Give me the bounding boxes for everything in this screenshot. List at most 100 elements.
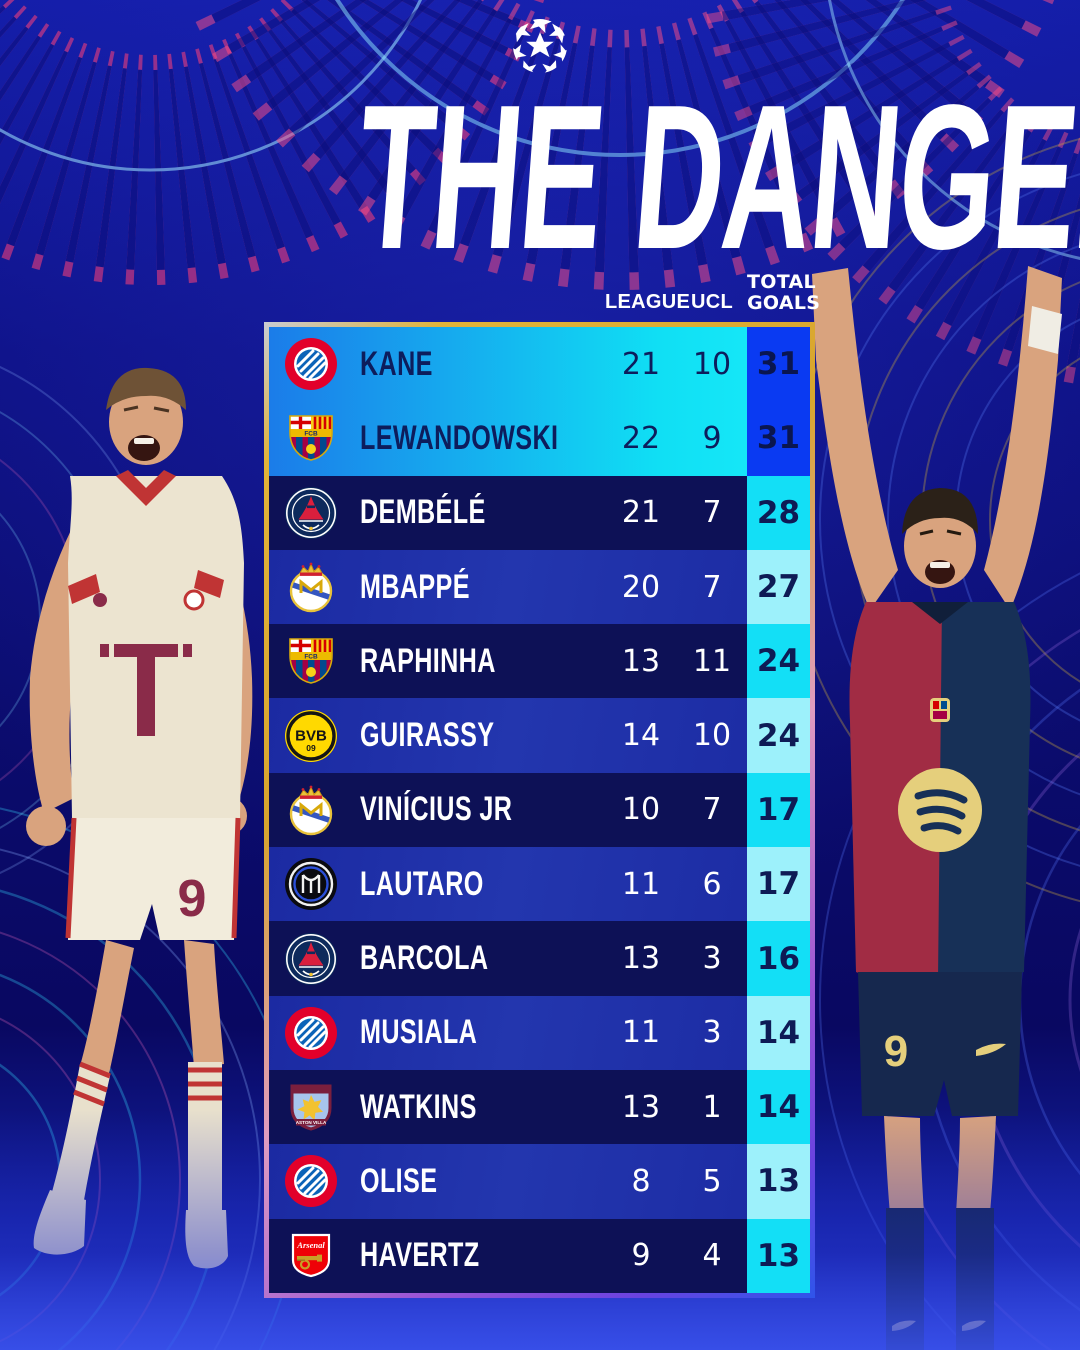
table-row: VINÍCIUS JR 10 7 17 xyxy=(269,772,810,848)
player-cell: MUSIALA xyxy=(269,996,605,1070)
bayern-badge xyxy=(284,337,338,391)
svg-text:BVB: BVB xyxy=(295,727,327,744)
ucl-goals-value: 6 xyxy=(702,866,722,902)
league-goals-value: 10 xyxy=(621,792,661,828)
real-madrid-badge xyxy=(284,783,338,837)
player-cell: MBAPPÉ xyxy=(269,550,605,624)
total-goals-value: 31 xyxy=(747,327,810,402)
player-name: LAUTARO xyxy=(360,864,484,903)
kane-photo: 9 xyxy=(26,367,253,1269)
barcelona-badge: FCB xyxy=(284,411,338,465)
svg-text:ASTON VILLA: ASTON VILLA xyxy=(296,1120,327,1125)
arsenal-badge: Arsenal xyxy=(284,1229,338,1283)
player-cell: LAUTARO xyxy=(269,847,605,921)
table-row: KANE 21 10 31 xyxy=(269,327,810,402)
table-row: BARCOLA 13 3 16 xyxy=(269,921,810,996)
page-title: THE DANGERMEN xyxy=(0,62,1080,292)
dangermen-table: KANE 21 10 31 FCB LEWANDOWSKI xyxy=(264,322,815,1298)
league-goals-value: 20 xyxy=(621,569,661,605)
player-name: WATKINS xyxy=(360,1087,477,1126)
player-name: OLISE xyxy=(360,1161,438,1200)
ucl-goals-value: 3 xyxy=(702,1015,722,1051)
league-goals-value: 9 xyxy=(631,1238,651,1274)
player-name: LEWANDOWSKI xyxy=(360,418,559,457)
svg-text:Arsenal: Arsenal xyxy=(296,1240,325,1250)
total-goals-value: 24 xyxy=(747,624,810,699)
total-goals-value: 28 xyxy=(747,475,810,550)
league-goals-value: 13 xyxy=(621,643,661,679)
column-header-league: LEAGUE xyxy=(605,291,691,313)
player-cell: BARCOLA xyxy=(269,921,605,995)
total-goals-value: 13 xyxy=(747,1144,810,1219)
ucl-goals-value: 1 xyxy=(702,1089,722,1125)
player-cell: OLISE xyxy=(269,1144,605,1218)
total-goals-value: 14 xyxy=(747,995,810,1070)
player-name: HAVERTZ xyxy=(360,1236,480,1275)
table-row: MUSIALA 11 3 14 xyxy=(269,995,810,1070)
total-goals-value: 24 xyxy=(747,698,810,773)
table-row: DEMBÉLÉ 21 7 28 xyxy=(269,475,810,550)
total-goals-value: 17 xyxy=(747,847,810,922)
table-body: KANE 21 10 31 FCB LEWANDOWSKI xyxy=(269,327,810,1293)
dortmund-badge: BVB 09 xyxy=(284,709,338,763)
column-header-ucl: UCL xyxy=(690,291,733,313)
column-header-total-goals: TOTAL GOALS xyxy=(747,271,821,315)
league-goals-value: 8 xyxy=(631,1163,651,1199)
player-name: VINÍCIUS JR xyxy=(360,790,513,829)
svg-text:FCB: FCB xyxy=(304,654,318,661)
league-goals-value: 11 xyxy=(621,1015,661,1051)
ucl-goals-value: 7 xyxy=(702,792,722,828)
aston-villa-badge: ASTON VILLA xyxy=(284,1080,338,1134)
real-madrid-badge xyxy=(284,560,338,614)
ucl-goals-value: 9 xyxy=(702,420,722,456)
ucl-goals-value: 10 xyxy=(692,346,732,382)
ucl-goals-value: 4 xyxy=(702,1238,722,1274)
league-goals-value: 22 xyxy=(621,420,661,456)
player-cell: ASTON VILLA WATKINS xyxy=(269,1070,605,1144)
ucl-goals-value: 11 xyxy=(692,643,732,679)
total-goals-value: 17 xyxy=(747,772,810,848)
svg-text:9: 9 xyxy=(178,870,207,928)
player-name: KANE xyxy=(360,344,433,383)
ucl-goals-value: 3 xyxy=(702,941,722,977)
page-title-text: THE DANGERMEN xyxy=(350,62,1080,292)
total-goals-value: 27 xyxy=(747,549,810,625)
ucl-goals-value: 7 xyxy=(702,495,722,531)
bayern-badge xyxy=(284,1154,338,1208)
total-goals-value: 16 xyxy=(747,921,810,996)
league-goals-value: 21 xyxy=(621,495,661,531)
bayern-badge xyxy=(284,1006,338,1060)
player-cell: VINÍCIUS JR xyxy=(269,773,605,847)
player-name: MBAPPÉ xyxy=(360,567,470,606)
psg-badge xyxy=(284,486,338,540)
table-row: FCB RAPHINHA 13 11 24 xyxy=(269,624,810,699)
player-name: RAPHINHA xyxy=(360,641,496,680)
league-goals-value: 14 xyxy=(621,718,661,754)
table-column-headers: LEAGUE UCL TOTAL GOALS xyxy=(605,258,821,318)
player-cell: BVB 09 GUIRASSY xyxy=(269,698,605,772)
league-goals-value: 13 xyxy=(621,1089,661,1125)
player-name: GUIRASSY xyxy=(360,716,495,755)
player-name: MUSIALA xyxy=(360,1013,478,1052)
player-name: BARCOLA xyxy=(360,939,489,978)
barcelona-badge: FCB xyxy=(284,634,338,688)
table-row: BVB 09 GUIRASSY 14 10 24 xyxy=(269,698,810,773)
player-cell: Arsenal HAVERTZ xyxy=(269,1219,605,1293)
ucl-goals-value: 10 xyxy=(692,718,732,754)
league-goals-value: 11 xyxy=(621,866,661,902)
player-cell: FCB LEWANDOWSKI xyxy=(269,401,605,475)
player-name: DEMBÉLÉ xyxy=(360,493,486,532)
psg-badge xyxy=(284,932,338,986)
svg-text:9: 9 xyxy=(884,1027,908,1076)
total-goals-value: 14 xyxy=(747,1069,810,1145)
inter-badge xyxy=(284,857,338,911)
total-goals-value: 13 xyxy=(747,1218,810,1293)
table-row: LAUTARO 11 6 17 xyxy=(269,847,810,922)
table-row: FCB LEWANDOWSKI 22 9 31 xyxy=(269,401,810,476)
ucl-goals-value: 5 xyxy=(702,1163,722,1199)
ucl-goals-value: 7 xyxy=(702,569,722,605)
lewandowski-photo: 9 xyxy=(812,266,1062,1350)
league-goals-value: 21 xyxy=(621,346,661,382)
player-cell: DEMBÉLÉ xyxy=(269,476,605,550)
player-cell: FCB RAPHINHA xyxy=(269,624,605,698)
